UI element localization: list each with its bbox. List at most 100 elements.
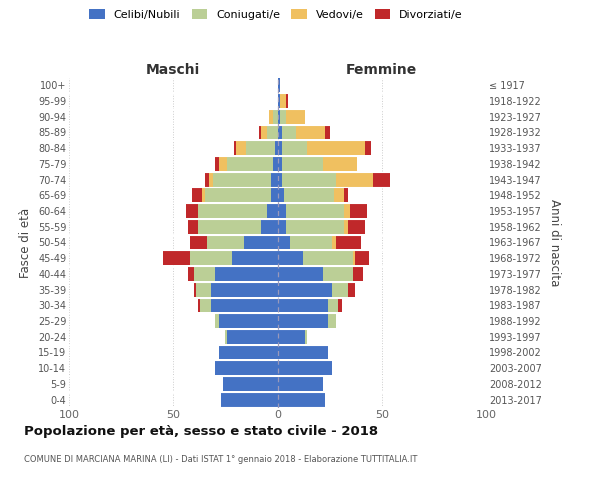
Bar [286, 94, 288, 108]
Bar [277, 188, 284, 202]
Bar [365, 142, 371, 155]
Bar [284, 188, 334, 202]
Bar [328, 298, 338, 312]
Bar [277, 94, 280, 108]
Text: Maschi: Maschi [146, 64, 200, 78]
Bar [281, 142, 307, 155]
Bar [277, 110, 280, 124]
Bar [192, 188, 202, 202]
Bar [267, 126, 277, 140]
Bar [277, 236, 290, 250]
Bar [223, 377, 277, 391]
Bar [296, 126, 325, 140]
Bar [302, 252, 353, 265]
Bar [232, 252, 277, 265]
Bar [328, 314, 336, 328]
Bar [190, 236, 206, 250]
Bar [277, 330, 305, 344]
Bar [215, 362, 277, 375]
Bar [271, 172, 277, 186]
Bar [261, 220, 277, 234]
Bar [277, 172, 281, 186]
Bar [211, 282, 277, 296]
Bar [186, 204, 198, 218]
Bar [246, 142, 275, 155]
Bar [350, 204, 367, 218]
Bar [336, 236, 361, 250]
Y-axis label: Anni di nascita: Anni di nascita [548, 199, 561, 286]
Bar [277, 252, 302, 265]
Bar [190, 252, 232, 265]
Bar [219, 346, 277, 360]
Bar [281, 157, 323, 171]
Bar [271, 188, 277, 202]
Bar [274, 157, 277, 171]
Bar [277, 314, 328, 328]
Bar [205, 172, 209, 186]
Bar [236, 142, 246, 155]
Bar [344, 204, 350, 218]
Bar [277, 346, 328, 360]
Bar [163, 252, 190, 265]
Bar [215, 157, 219, 171]
Bar [277, 298, 328, 312]
Bar [373, 172, 390, 186]
Bar [277, 142, 281, 155]
Bar [215, 314, 219, 328]
Text: Popolazione per età, sesso e stato civile - 2018: Popolazione per età, sesso e stato civil… [24, 424, 378, 438]
Bar [307, 142, 365, 155]
Bar [275, 142, 277, 155]
Bar [338, 298, 342, 312]
Bar [286, 220, 344, 234]
Bar [325, 126, 329, 140]
Bar [277, 392, 325, 406]
Bar [200, 298, 211, 312]
Bar [353, 267, 363, 281]
Bar [353, 252, 355, 265]
Bar [269, 110, 274, 124]
Bar [221, 392, 277, 406]
Bar [194, 282, 196, 296]
Bar [323, 157, 357, 171]
Bar [332, 236, 336, 250]
Bar [261, 126, 267, 140]
Bar [355, 252, 369, 265]
Bar [305, 330, 307, 344]
Bar [227, 157, 274, 171]
Bar [290, 236, 332, 250]
Bar [205, 188, 271, 202]
Bar [215, 267, 277, 281]
Bar [194, 267, 215, 281]
Bar [323, 267, 353, 281]
Bar [336, 172, 373, 186]
Bar [259, 126, 261, 140]
Bar [277, 267, 323, 281]
Bar [219, 157, 227, 171]
Bar [277, 362, 332, 375]
Bar [188, 267, 194, 281]
Bar [280, 110, 286, 124]
Bar [280, 94, 286, 108]
Bar [202, 188, 205, 202]
Bar [234, 142, 236, 155]
Bar [277, 220, 286, 234]
Bar [334, 188, 344, 202]
Bar [274, 110, 277, 124]
Bar [267, 204, 277, 218]
Bar [213, 172, 271, 186]
Bar [281, 126, 296, 140]
Text: COMUNE DI MARCIANA MARINA (LI) - Dati ISTAT 1° gennaio 2018 - Elaborazione TUTTI: COMUNE DI MARCIANA MARINA (LI) - Dati IS… [24, 455, 418, 464]
Bar [277, 282, 332, 296]
Bar [332, 282, 349, 296]
Bar [349, 282, 355, 296]
Bar [188, 220, 198, 234]
Bar [344, 188, 349, 202]
Bar [244, 236, 277, 250]
Bar [277, 157, 281, 171]
Bar [277, 126, 281, 140]
Y-axis label: Fasce di età: Fasce di età [19, 208, 32, 278]
Bar [286, 204, 344, 218]
Bar [211, 298, 277, 312]
Bar [227, 330, 277, 344]
Bar [198, 220, 261, 234]
